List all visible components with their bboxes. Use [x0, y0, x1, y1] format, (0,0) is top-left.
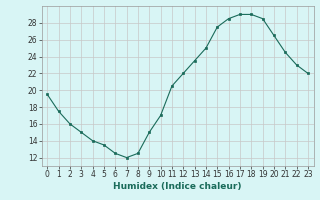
X-axis label: Humidex (Indice chaleur): Humidex (Indice chaleur) — [113, 182, 242, 191]
